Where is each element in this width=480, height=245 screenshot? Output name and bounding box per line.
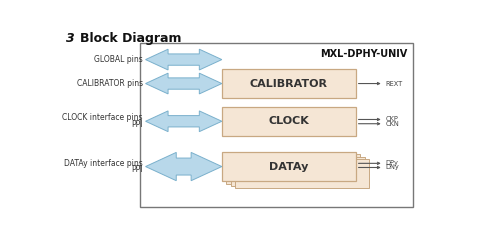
Text: REXT: REXT [385,81,402,86]
Polygon shape [145,49,222,70]
Text: CKN: CKN [385,121,399,127]
Text: MXL-DPHY-UNIV: MXL-DPHY-UNIV [321,49,408,59]
Text: PPI: PPI [132,165,143,174]
FancyBboxPatch shape [140,43,413,207]
FancyBboxPatch shape [222,69,356,98]
FancyBboxPatch shape [222,152,356,181]
Text: CALIBRATOR pins: CALIBRATOR pins [77,79,143,88]
Text: CLOCK interface pins: CLOCK interface pins [62,113,143,122]
Text: DPy: DPy [385,160,398,166]
FancyBboxPatch shape [231,157,365,186]
Text: CLOCK: CLOCK [268,116,309,126]
FancyBboxPatch shape [235,159,369,188]
FancyBboxPatch shape [222,107,356,136]
Text: 3: 3 [66,32,74,45]
FancyBboxPatch shape [226,154,360,184]
Text: DNy: DNy [385,164,399,171]
Polygon shape [145,152,222,181]
Text: CKP: CKP [385,116,398,122]
Polygon shape [145,73,222,94]
Polygon shape [145,111,222,132]
Text: GLOBAL pins: GLOBAL pins [94,55,143,64]
Text: CALIBRATOR: CALIBRATOR [250,79,328,89]
Text: Block Diagram: Block Diagram [81,32,182,45]
Text: PPI: PPI [132,120,143,129]
Text: DATAy: DATAy [269,162,309,172]
Text: DATAy interface pins: DATAy interface pins [64,159,143,168]
